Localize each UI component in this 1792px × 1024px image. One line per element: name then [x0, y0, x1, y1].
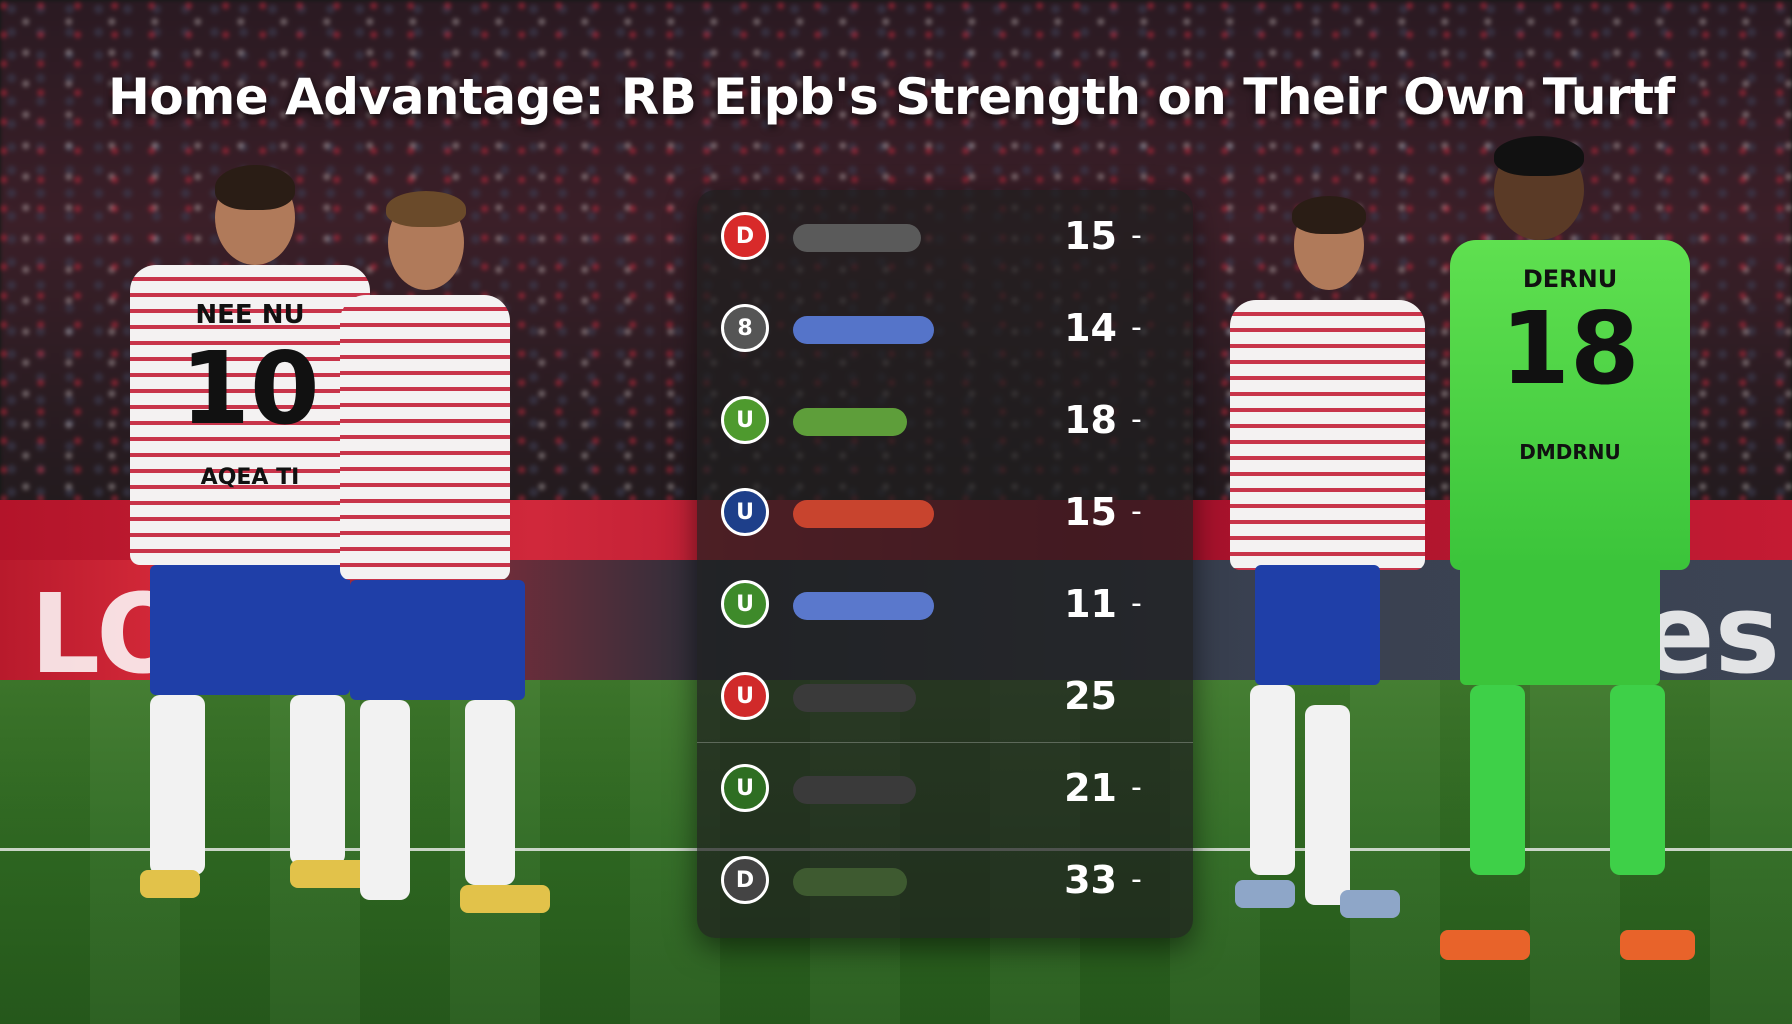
- stat-row: U 18-: [697, 374, 1193, 466]
- stat-value: 15: [1064, 214, 1117, 258]
- player-sock: [465, 700, 515, 885]
- stat-bar: [793, 684, 916, 712]
- player-name: DERNU: [1522, 265, 1618, 293]
- player-boot: [140, 870, 200, 898]
- team-badge-icon: U: [721, 396, 769, 444]
- player-shorts: [1460, 560, 1660, 685]
- team-badge-icon: U: [721, 488, 769, 536]
- player-sock: [360, 700, 410, 900]
- player-sock: [290, 695, 345, 865]
- stat-row: U 25: [697, 650, 1193, 743]
- stat-bar: [793, 408, 907, 436]
- stat-suffix: -: [1131, 770, 1142, 805]
- stat-value: 21: [1064, 766, 1117, 810]
- player-hair: [215, 165, 295, 210]
- team-badge-icon: U: [721, 672, 769, 720]
- player-boot: [1340, 890, 1400, 918]
- stat-suffix: -: [1131, 862, 1142, 897]
- stat-bar: [793, 868, 907, 896]
- stat-bar: [793, 316, 934, 344]
- player-shirt: [340, 295, 510, 580]
- player-shorts: [1255, 565, 1380, 685]
- player-number: 18: [1500, 290, 1640, 407]
- stat-value: 15: [1064, 490, 1117, 534]
- player-sock: [1470, 685, 1525, 875]
- player-shorts: [350, 580, 525, 700]
- player-shirt: [1450, 240, 1690, 570]
- player-boot: [1620, 930, 1695, 960]
- stat-row: D 33-: [697, 834, 1193, 926]
- player-sock: [1610, 685, 1665, 875]
- player-sock: [150, 695, 205, 875]
- team-badge-icon: 8: [721, 304, 769, 352]
- stat-value: 18: [1064, 398, 1117, 442]
- stat-row: U 21-: [697, 742, 1193, 834]
- player-hair: [1292, 196, 1366, 234]
- team-badge-icon: U: [721, 580, 769, 628]
- stat-suffix: -: [1131, 586, 1142, 621]
- player-back-text: DMDRNU: [1519, 440, 1621, 464]
- player-sock: [1305, 705, 1350, 905]
- stat-row: U 11-: [697, 558, 1193, 650]
- stat-row: 8 14-: [697, 282, 1193, 374]
- player-hair: [1494, 136, 1584, 176]
- stat-suffix: -: [1131, 402, 1142, 437]
- stat-bar: [793, 592, 934, 620]
- stat-row: U 15-: [697, 466, 1193, 558]
- stat-bar: [793, 776, 916, 804]
- player-number: 10: [180, 330, 320, 447]
- player-back-text: AQEA TI: [200, 465, 300, 490]
- stat-value: 11: [1064, 582, 1117, 626]
- player-shorts: [150, 565, 350, 695]
- stat-bar: [793, 224, 921, 252]
- stats-panel: D 15-8 14- U 18- U 15- U 11- U 25 U 21- D 33-: [697, 190, 1193, 938]
- team-badge-icon: U: [721, 764, 769, 812]
- team-badge-icon: D: [721, 856, 769, 904]
- player-boot: [1235, 880, 1295, 908]
- stat-row: D 15-: [697, 190, 1193, 282]
- player-sock: [1250, 685, 1295, 875]
- player-shirt: [1230, 300, 1425, 570]
- player-boot: [1440, 930, 1530, 960]
- stat-suffix: -: [1131, 494, 1142, 529]
- page-title: Home Advantage: RB Eipb's Strength on Th…: [108, 68, 1675, 126]
- stat-suffix: -: [1131, 310, 1142, 345]
- stat-value: 33: [1064, 858, 1117, 902]
- stat-value: 25: [1064, 674, 1117, 718]
- player-name: NEE NU: [195, 300, 305, 330]
- stat-bar: [793, 500, 934, 528]
- player-hair: [386, 191, 466, 227]
- ad-text-right: es: [1640, 570, 1781, 698]
- player-shirt: [130, 265, 370, 565]
- stat-suffix: -: [1131, 218, 1142, 253]
- team-badge-icon: D: [721, 212, 769, 260]
- stat-value: 14: [1064, 306, 1117, 350]
- player-boot: [460, 885, 550, 913]
